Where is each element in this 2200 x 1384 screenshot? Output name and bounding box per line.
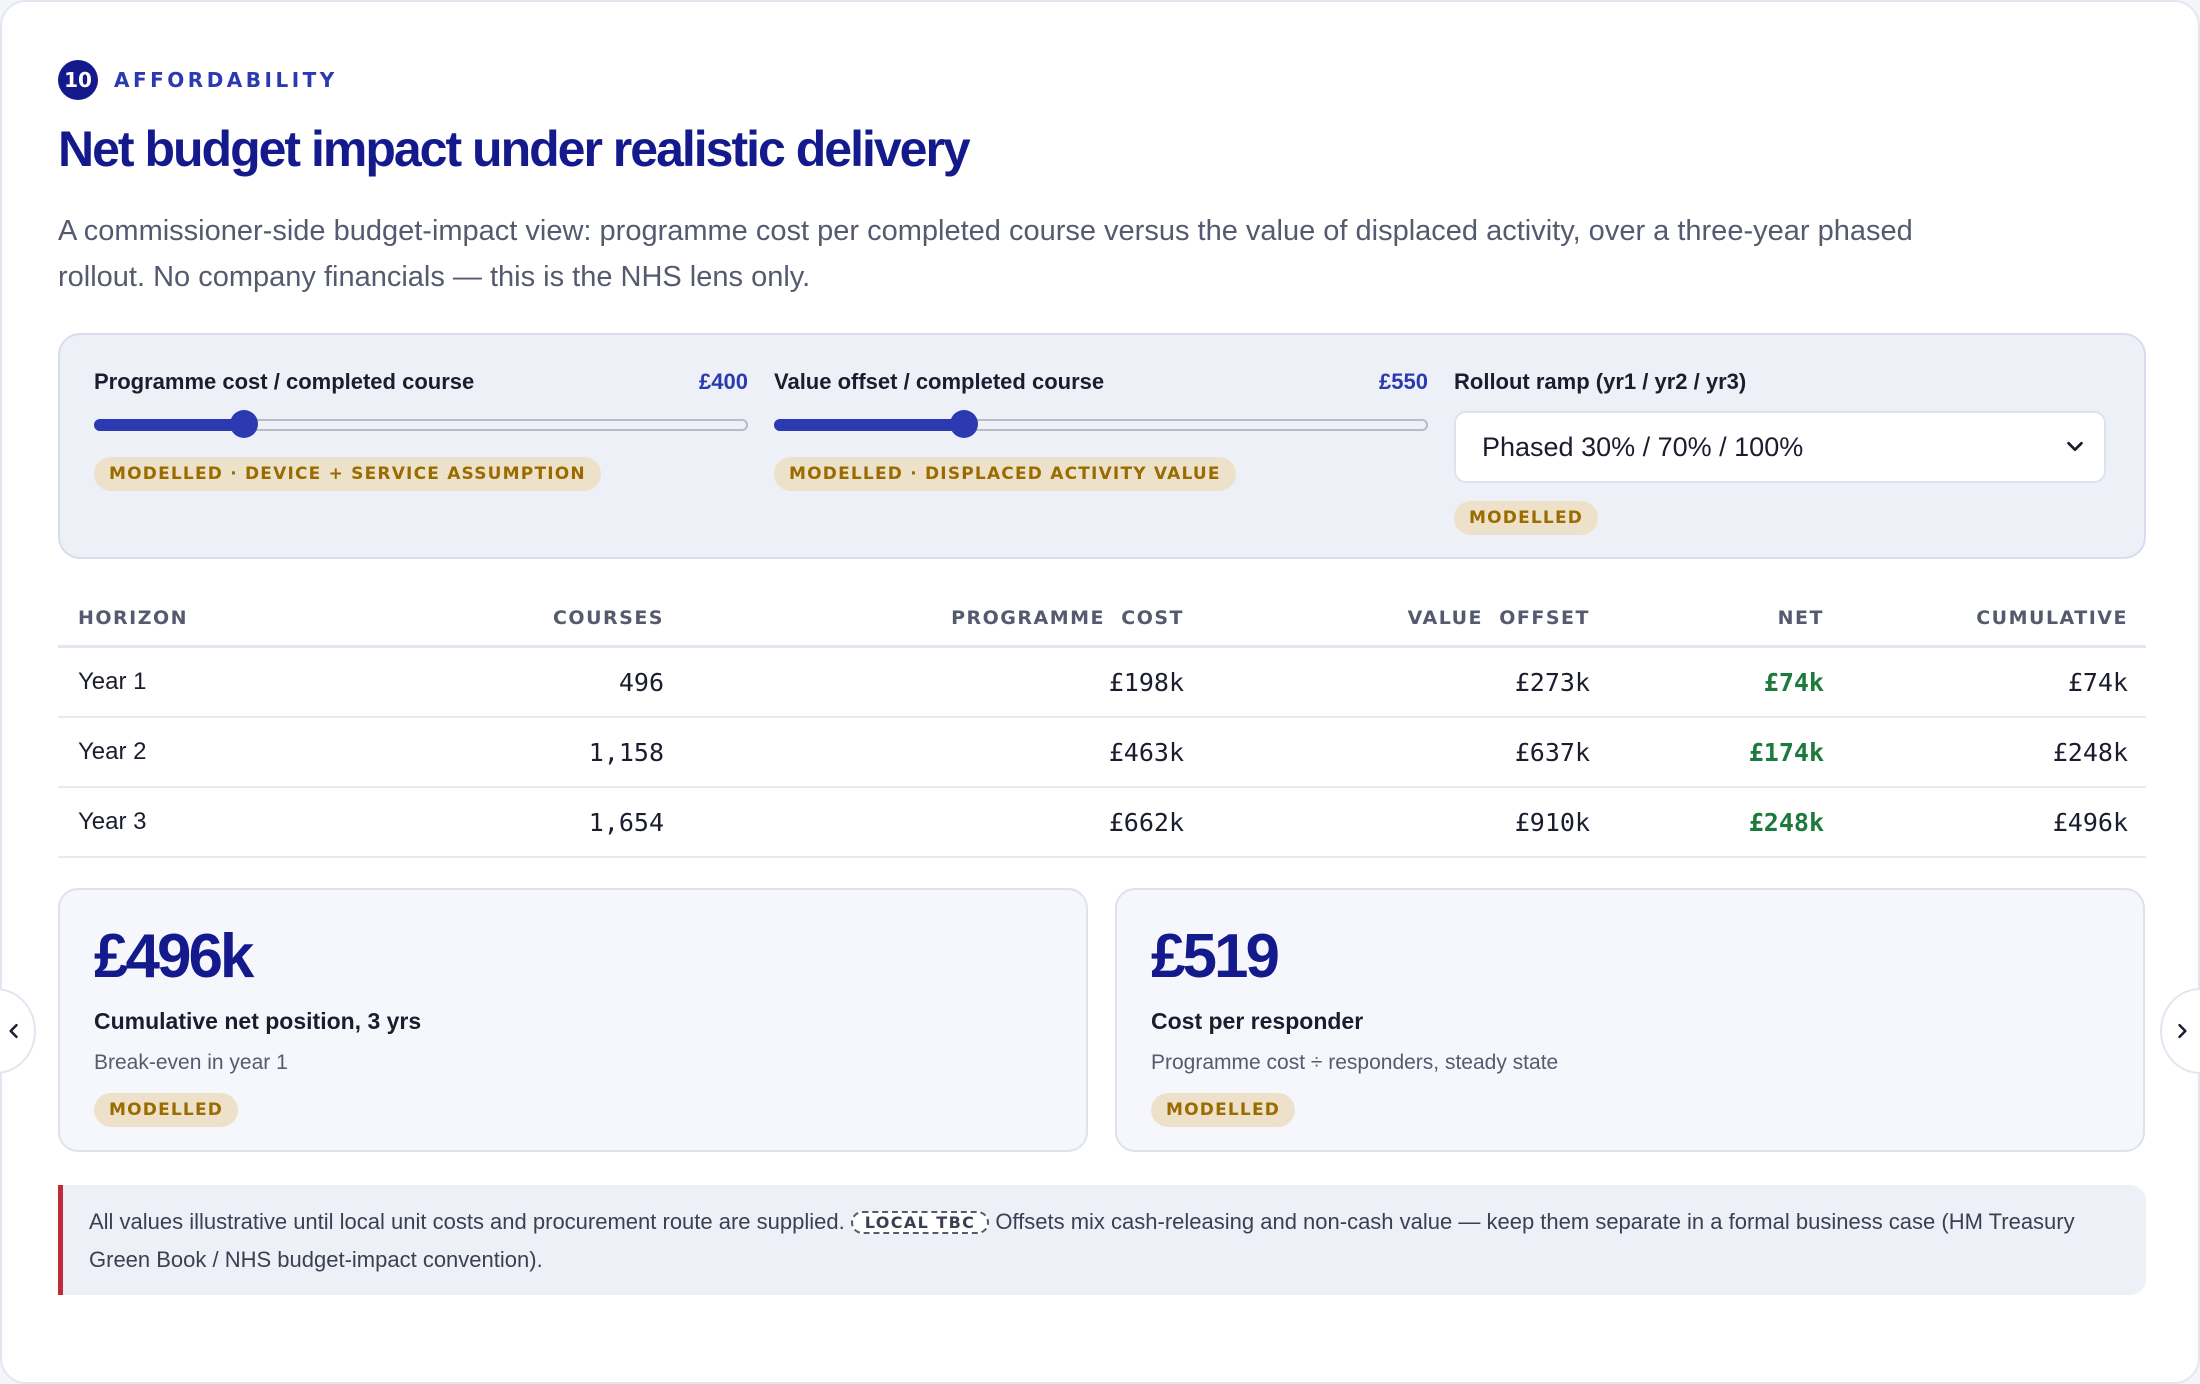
slider-thumb[interactable] [949, 410, 978, 438]
value-offset-cell: £273k [1514, 667, 1590, 697]
kpi-value: £496k [94, 922, 254, 991]
courses-cell: 1,158 [588, 737, 664, 767]
kpi-value: £519 [1151, 922, 1280, 991]
step-number-badge: 10 [58, 60, 98, 100]
chevron-down-icon [2067, 441, 2083, 452]
rollout-ramp-select[interactable]: Phased 30% / 70% / 100% [1454, 411, 2106, 483]
value-offset-cell: £910k [1514, 807, 1590, 837]
programme-cost-control: Programme cost / completed course £400 M… [94, 369, 748, 491]
slider-fill [774, 419, 964, 431]
table-header: HORIZON COURSES PROGRAMME COST VALUE OFF… [58, 588, 2146, 648]
cumulative-cell: £74k [2067, 667, 2128, 697]
table-row: Year 1 496 £198k £273k £74k £74k [58, 648, 2146, 718]
table-row: Year 3 1,654 £662k £910k £248k £496k [58, 788, 2146, 858]
net-cell: £74k [1763, 667, 1824, 697]
column-header-cumulative: CUMULATIVE [1976, 607, 2128, 629]
section-eyebrow-label: AFFORDABILITY [114, 68, 338, 92]
modelled-tag: MODELLED [94, 1093, 239, 1127]
page-title: Net budget impact under realistic delive… [58, 121, 971, 177]
assumptions-panel: Programme cost / completed course £400 M… [58, 333, 2146, 559]
table-row: Year 2 1,158 £463k £637k £174k £248k [58, 718, 2146, 788]
budget-impact-table: HORIZON COURSES PROGRAMME COST VALUE OFF… [58, 588, 2146, 858]
programme-cost-slider[interactable] [94, 409, 748, 439]
programme-cost-cell: £198k [1108, 667, 1184, 697]
kpi-label: Cumulative net position, 3 yrs [94, 1008, 422, 1034]
programme-cost-label: Programme cost / completed course [94, 369, 475, 394]
cumulative-cell: £248k [2052, 737, 2128, 767]
column-header-value-offset: VALUE OFFSET [1407, 607, 1590, 629]
programme-cost-value: £400 [699, 369, 748, 394]
rollout-ramp-control: Rollout ramp (yr1 / yr2 / yr3) Phased 30… [1454, 369, 2114, 535]
horizon-cell: Year 3 [78, 808, 147, 835]
rollout-ramp-selected-value: Phased 30% / 70% / 100% [1482, 431, 1804, 462]
kpi-label: Cost per responder [1151, 1008, 1364, 1034]
programme-cost-cell: £662k [1108, 807, 1184, 837]
value-offset-control: Value offset / completed course £550 MOD… [774, 369, 1428, 491]
modelled-tag: MODELLED · DISPLACED ACTIVITY VALUE [774, 457, 1236, 491]
kpi-card-cost-per-responder: £519 Cost per responder Programme cost ÷… [1115, 888, 2145, 1152]
local-tbc-chip: LOCAL TBC [850, 1211, 990, 1234]
modelled-tag: MODELLED [1454, 501, 1599, 535]
slider-thumb[interactable] [230, 410, 259, 438]
horizon-cell: Year 1 [78, 668, 147, 695]
courses-cell: 496 [618, 667, 664, 697]
caveat-text-after: Offsets mix cash-releasing and non-cash … [89, 1209, 2075, 1272]
value-offset-slider[interactable] [774, 409, 1428, 439]
net-cell: £248k [1748, 807, 1824, 837]
kpi-subtext: Break-even in year 1 [94, 1051, 288, 1074]
kpi-subtext: Programme cost ÷ responders, steady stat… [1151, 1051, 1559, 1074]
section-description: A commissioner-side budget-impact view: … [58, 215, 1913, 293]
value-offset-cell: £637k [1514, 737, 1590, 767]
value-offset-value: £550 [1379, 369, 1428, 394]
column-header-programme-cost: PROGRAMME COST [951, 607, 1184, 629]
kpi-card-cumulative-net: £496k Cumulative net position, 3 yrs Bre… [58, 888, 1088, 1152]
programme-cost-cell: £463k [1108, 737, 1184, 767]
column-header-net: NET [1777, 607, 1824, 629]
courses-cell: 1,654 [588, 807, 664, 837]
slider-fill [94, 419, 245, 431]
net-cell: £174k [1748, 737, 1824, 767]
chevron-left-icon [9, 1023, 18, 1039]
rollout-ramp-label: Rollout ramp (yr1 / yr2 / yr3) [1454, 369, 1747, 394]
section-eyebrow: 10 AFFORDABILITY [58, 60, 338, 100]
value-offset-label: Value offset / completed course [774, 369, 1105, 394]
modelled-tag: MODELLED [1151, 1093, 1296, 1127]
caveat-text-before: All values illustrative until local unit… [89, 1209, 845, 1234]
column-header-courses: COURSES [552, 607, 664, 629]
horizon-cell: Year 2 [78, 738, 147, 765]
cumulative-cell: £496k [2052, 807, 2128, 837]
chevron-right-icon [2178, 1023, 2187, 1039]
modelled-tag: MODELLED · DEVICE + SERVICE ASSUMPTION [94, 457, 601, 491]
column-header-horizon: HORIZON [78, 607, 189, 629]
caveat-note: All values illustrative until local unit… [58, 1185, 2146, 1295]
